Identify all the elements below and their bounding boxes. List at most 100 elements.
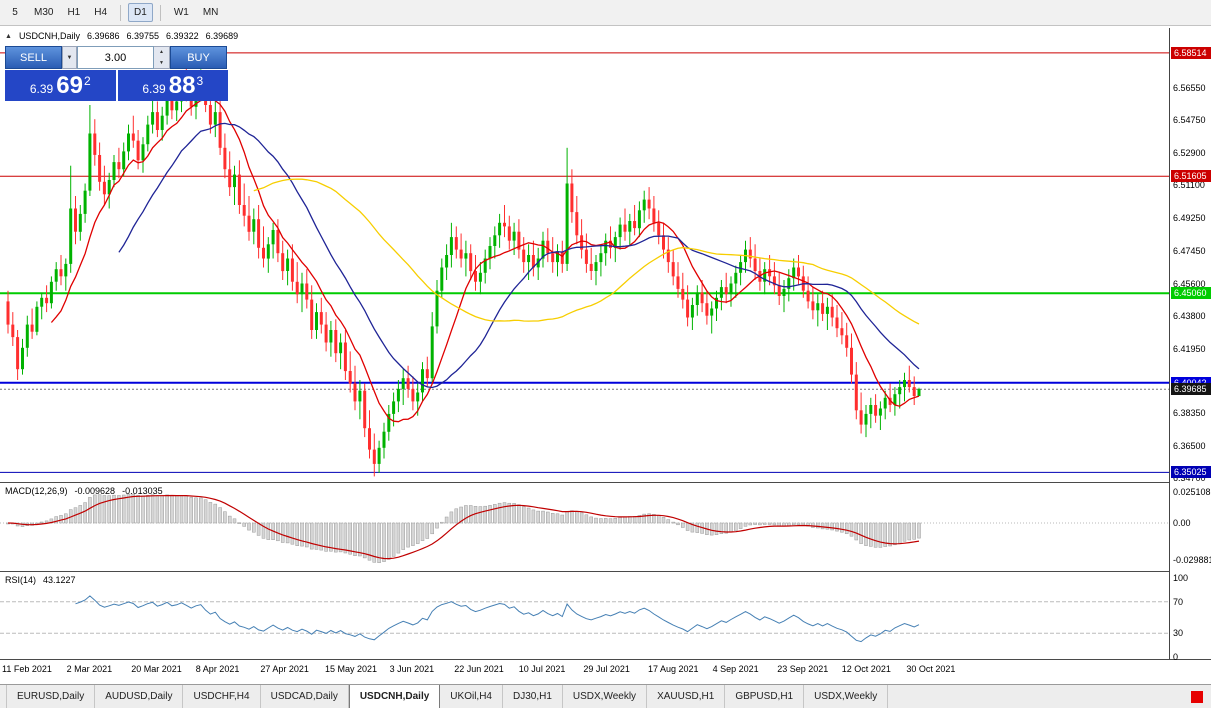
- timeframe-button-h4[interactable]: H4: [88, 3, 113, 22]
- volume-input[interactable]: [77, 46, 154, 69]
- macd-bar: [873, 522, 878, 548]
- candle-body: [252, 219, 256, 232]
- buy-price-display[interactable]: 6.39 88 3: [117, 70, 228, 101]
- sell-button[interactable]: SELL: [5, 46, 62, 69]
- candle-body: [430, 326, 434, 379]
- chart-tab-gbpusd-h1[interactable]: GBPUSD,H1: [725, 685, 805, 708]
- stepper-down-icon[interactable]: ▼: [154, 57, 169, 68]
- chart-tab-usdchf-h4[interactable]: USDCHF,H4: [183, 685, 261, 708]
- candle-body: [652, 208, 656, 223]
- macd-bar: [488, 505, 492, 524]
- candle-body: [811, 301, 815, 311]
- candle-body: [787, 278, 791, 289]
- candle-body: [223, 147, 227, 170]
- candle-body: [93, 133, 97, 155]
- time-axis-label: 4 Sep 2021: [712, 664, 759, 674]
- candle-body: [830, 306, 834, 318]
- candle-body: [88, 133, 92, 191]
- macd-bar: [738, 522, 743, 529]
- macd-axis-label: 0.025108: [1173, 487, 1211, 497]
- timeframe-button-w1[interactable]: W1: [168, 3, 195, 22]
- chart-tab-ukoil-h4[interactable]: UKOil,H4: [440, 685, 503, 708]
- candle-body: [416, 392, 420, 402]
- candle-body: [334, 330, 338, 354]
- macd-bar: [902, 522, 907, 542]
- collapse-icon[interactable]: ▲: [5, 32, 12, 40]
- macd-bar: [319, 522, 324, 551]
- price-axis-label: 6.49250: [1173, 213, 1206, 224]
- macd-bar: [497, 502, 502, 524]
- chart-tab-usdx-weekly[interactable]: USDX,Weekly: [563, 685, 648, 708]
- macd-bar: [136, 495, 140, 524]
- volume-stepper[interactable]: ▲ ▼: [154, 46, 170, 69]
- macd-bar: [777, 522, 781, 527]
- candle-body: [859, 410, 863, 425]
- candle-body: [850, 347, 853, 375]
- macd-indicator-label: MACD(12,26,9) -0.009628 -0.013035: [5, 486, 163, 496]
- macd-bar: [546, 511, 550, 524]
- sell-price-display[interactable]: 6.39 69 2: [5, 70, 116, 101]
- macd-bar: [623, 516, 627, 524]
- buy-price-big-digits: 88: [168, 72, 196, 99]
- candle-body: [797, 267, 800, 277]
- panel-separator[interactable]: [0, 571, 1211, 572]
- macd-bar: [88, 497, 92, 524]
- candle-body: [440, 267, 444, 291]
- panel-separator[interactable]: [0, 482, 1211, 483]
- chart-tab-usdx-weekly[interactable]: USDX,Weekly: [804, 685, 889, 708]
- chart-tab-xauusd-h1[interactable]: XAUUSD,H1: [647, 685, 726, 708]
- macd-bar: [796, 522, 801, 525]
- macd-bar: [430, 522, 434, 535]
- macd-signal-value: -0.013035: [122, 486, 163, 496]
- candle-body: [170, 94, 174, 111]
- macd-bar: [632, 516, 637, 524]
- candle-body: [763, 269, 767, 282]
- trade-panel-controls: SELL ▼ ▲ ▼ BUY: [5, 46, 228, 69]
- macd-bar: [820, 522, 825, 530]
- candle-body: [74, 208, 77, 232]
- chevron-down-icon: ▼: [66, 54, 73, 61]
- chart-tab-audusd-daily[interactable]: AUDUSD,Daily: [95, 685, 184, 708]
- macd-panel-chart[interactable]: [0, 483, 1169, 571]
- rsi-panel-chart[interactable]: [0, 572, 1169, 659]
- candle-body: [83, 190, 87, 214]
- macd-bar: [656, 515, 661, 524]
- open-value: 6.39686: [86, 31, 120, 41]
- one-click-trade-panel: SELL ▼ ▲ ▼ BUY 6.39 69 2 6.39 88 3: [5, 46, 228, 101]
- chart-tab-usdcad-daily[interactable]: USDCAD,Daily: [261, 685, 349, 708]
- price-axis-label: 6.36500: [1173, 441, 1206, 451]
- timeframe-button-h1[interactable]: H1: [61, 3, 86, 22]
- candle-body: [59, 269, 63, 277]
- volume-dropdown-button[interactable]: ▼: [62, 46, 77, 69]
- chart-tab-eurusd-daily[interactable]: EURUSD,Daily: [6, 685, 96, 708]
- candle-body: [54, 269, 58, 282]
- main-price-chart[interactable]: [0, 28, 1169, 482]
- candle-body: [228, 169, 232, 188]
- macd-bar: [324, 522, 328, 552]
- buy-button[interactable]: BUY: [170, 46, 227, 69]
- candle-body: [175, 101, 179, 111]
- timeframe-button-d1[interactable]: D1: [128, 3, 153, 22]
- chart-tab-dj30-h1[interactable]: DJ30,H1: [503, 685, 563, 708]
- candle-body: [512, 231, 516, 241]
- macd-bar: [811, 522, 815, 528]
- timeframe-button-m30[interactable]: M30: [28, 3, 59, 22]
- candle-body: [295, 281, 299, 295]
- timeframe-button-5[interactable]: 5: [4, 3, 26, 22]
- candle-body: [406, 378, 410, 389]
- time-axis-label: 2 Mar 2021: [66, 664, 113, 674]
- rsi-axis-label: 70: [1173, 596, 1184, 607]
- chart-tab-usdcnh-daily[interactable]: USDCNH,Daily: [348, 685, 441, 708]
- macd-bar: [666, 519, 671, 524]
- candle-body: [599, 253, 603, 263]
- candle-body: [666, 249, 670, 263]
- macd-bar: [415, 522, 420, 544]
- candle-body: [551, 253, 555, 263]
- candle-body: [676, 276, 680, 289]
- stepper-up-icon[interactable]: ▲: [154, 47, 169, 58]
- timeframe-button-mn[interactable]: MN: [197, 3, 225, 22]
- candle-body: [893, 394, 897, 405]
- macd-bar: [565, 511, 569, 524]
- candle-body: [377, 447, 381, 464]
- macd-bar: [907, 522, 912, 541]
